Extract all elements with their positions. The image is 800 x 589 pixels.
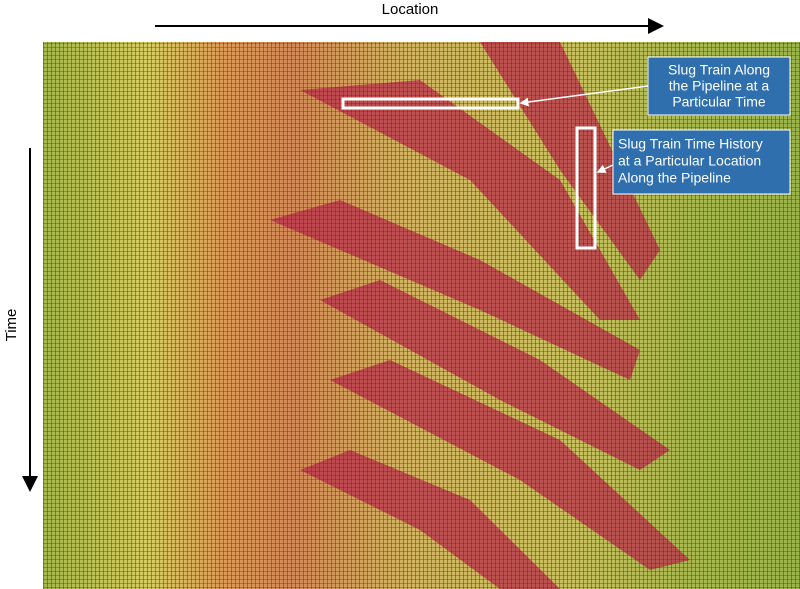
callout: Slug Train Time History at a Particular … bbox=[612, 129, 791, 195]
callout-line: the Pipeline at a bbox=[669, 78, 770, 94]
y-axis-label: Time bbox=[3, 309, 20, 342]
x-axis-label: Location bbox=[382, 1, 439, 18]
callout-arrow bbox=[519, 85, 649, 107]
callout-arrow bbox=[596, 164, 614, 173]
callout-line: at a Particular Location bbox=[618, 153, 761, 169]
time-slice-box bbox=[341, 97, 520, 110]
location-slice-box bbox=[575, 126, 597, 250]
space-time-map bbox=[43, 42, 800, 589]
callout: Slug Train Along the Pipeline at a Parti… bbox=[647, 56, 791, 116]
callout-line: Particular Time bbox=[672, 94, 766, 110]
callout-line: Slug Train Time History bbox=[618, 136, 763, 152]
callout-line: Along the Pipeline bbox=[618, 170, 731, 186]
callout-line: Slug Train Along bbox=[668, 62, 770, 78]
